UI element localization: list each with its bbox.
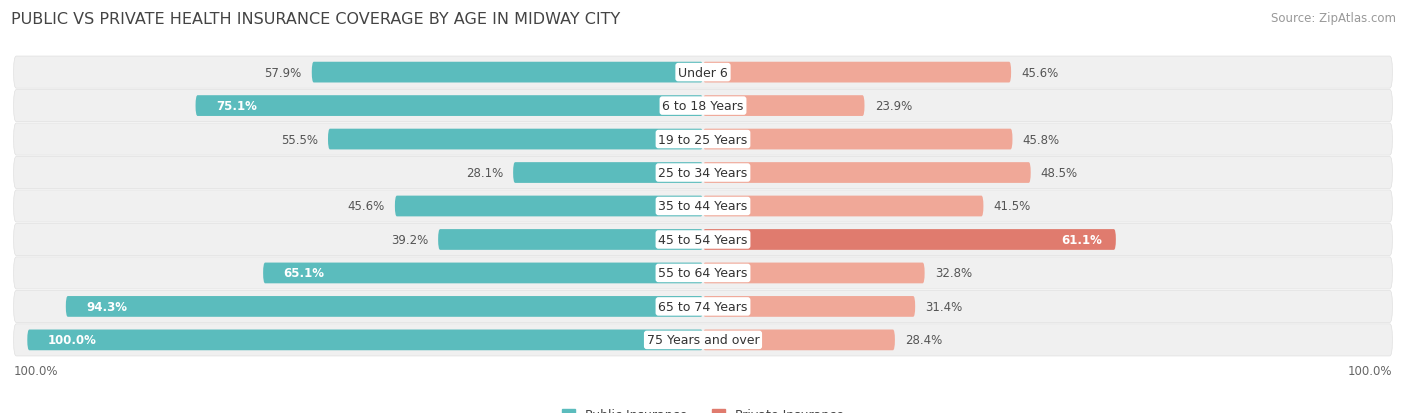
Text: 55 to 64 Years: 55 to 64 Years	[658, 267, 748, 280]
Text: Under 6: Under 6	[678, 66, 728, 79]
Text: 100.0%: 100.0%	[48, 334, 97, 347]
FancyBboxPatch shape	[14, 257, 1392, 290]
Text: 45 to 54 Years: 45 to 54 Years	[658, 233, 748, 247]
Text: 45.8%: 45.8%	[1022, 133, 1060, 146]
Text: 75.1%: 75.1%	[217, 100, 257, 113]
FancyBboxPatch shape	[14, 324, 1392, 356]
FancyBboxPatch shape	[263, 263, 703, 284]
Text: 28.4%: 28.4%	[905, 334, 942, 347]
FancyBboxPatch shape	[14, 190, 1392, 223]
Text: 55.5%: 55.5%	[281, 133, 318, 146]
Text: 61.1%: 61.1%	[1062, 233, 1102, 247]
FancyBboxPatch shape	[14, 157, 1392, 189]
FancyBboxPatch shape	[703, 330, 894, 350]
Text: 57.9%: 57.9%	[264, 66, 302, 79]
Text: 19 to 25 Years: 19 to 25 Years	[658, 133, 748, 146]
Text: PUBLIC VS PRIVATE HEALTH INSURANCE COVERAGE BY AGE IN MIDWAY CITY: PUBLIC VS PRIVATE HEALTH INSURANCE COVER…	[11, 12, 620, 27]
FancyBboxPatch shape	[703, 96, 865, 117]
FancyBboxPatch shape	[703, 263, 925, 284]
FancyBboxPatch shape	[703, 63, 1011, 83]
Text: 100.0%: 100.0%	[14, 364, 58, 377]
FancyBboxPatch shape	[703, 230, 1116, 250]
FancyBboxPatch shape	[14, 123, 1392, 156]
FancyBboxPatch shape	[14, 90, 1392, 122]
FancyBboxPatch shape	[14, 57, 1392, 89]
FancyBboxPatch shape	[66, 296, 703, 317]
Text: 39.2%: 39.2%	[391, 233, 427, 247]
Text: 41.5%: 41.5%	[994, 200, 1031, 213]
FancyBboxPatch shape	[328, 129, 703, 150]
Legend: Public Insurance, Private Insurance: Public Insurance, Private Insurance	[557, 404, 849, 413]
FancyBboxPatch shape	[703, 163, 1031, 183]
FancyBboxPatch shape	[703, 129, 1012, 150]
Text: Source: ZipAtlas.com: Source: ZipAtlas.com	[1271, 12, 1396, 25]
Text: 45.6%: 45.6%	[347, 200, 385, 213]
FancyBboxPatch shape	[27, 330, 703, 350]
Text: 94.3%: 94.3%	[86, 300, 127, 313]
Text: 32.8%: 32.8%	[935, 267, 972, 280]
Text: 48.5%: 48.5%	[1040, 166, 1078, 180]
FancyBboxPatch shape	[395, 196, 703, 217]
Text: 25 to 34 Years: 25 to 34 Years	[658, 166, 748, 180]
Text: 6 to 18 Years: 6 to 18 Years	[662, 100, 744, 113]
Text: 65.1%: 65.1%	[284, 267, 325, 280]
Text: 45.6%: 45.6%	[1021, 66, 1059, 79]
FancyBboxPatch shape	[703, 296, 915, 317]
Text: 100.0%: 100.0%	[1348, 364, 1392, 377]
FancyBboxPatch shape	[703, 196, 983, 217]
Text: 31.4%: 31.4%	[925, 300, 963, 313]
FancyBboxPatch shape	[14, 291, 1392, 323]
Text: 35 to 44 Years: 35 to 44 Years	[658, 200, 748, 213]
Text: 75 Years and over: 75 Years and over	[647, 334, 759, 347]
Text: 28.1%: 28.1%	[465, 166, 503, 180]
Text: 65 to 74 Years: 65 to 74 Years	[658, 300, 748, 313]
Text: 23.9%: 23.9%	[875, 100, 912, 113]
FancyBboxPatch shape	[439, 230, 703, 250]
FancyBboxPatch shape	[513, 163, 703, 183]
FancyBboxPatch shape	[195, 96, 703, 117]
FancyBboxPatch shape	[14, 224, 1392, 256]
FancyBboxPatch shape	[312, 63, 703, 83]
